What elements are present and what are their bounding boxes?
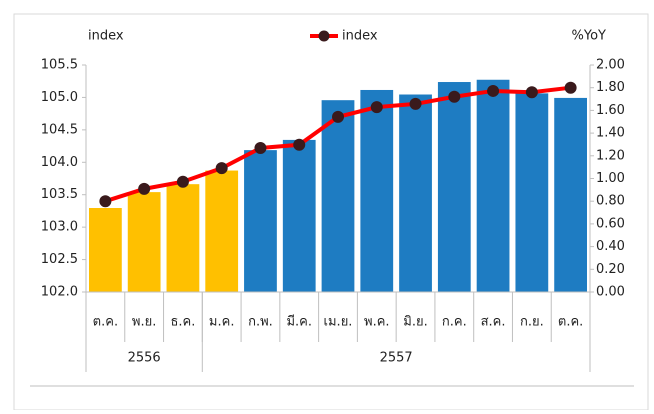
marker [487,84,500,97]
y-tick-label: 104.5 [41,122,78,137]
y2-tick-label: 1.80 [596,80,625,95]
x-tick-label: ก.ค. [442,315,467,330]
x-tick-label: พ.ค. [364,315,390,330]
y-tick-label: 104.0 [41,155,78,170]
y2-tick-label: 0.20 [596,262,625,277]
x-tick-label: ก.พ. [248,315,273,330]
bar [89,208,122,292]
bar [554,97,587,292]
group-label: 2556 [128,351,161,366]
bar [437,82,471,293]
y-tick-label: 105.5 [41,58,78,73]
bar [244,150,277,292]
bar [399,94,432,292]
marker [138,182,151,195]
y2-axis-title: %YoY [572,29,607,44]
y2-tick-label: 1.00 [596,171,625,186]
marker [448,90,461,103]
x-tick-label: ต.ค. [558,315,583,330]
y2-tick-label: 1.60 [596,103,625,118]
bar [205,170,239,292]
bar [360,89,394,292]
y-axis-title: index [88,29,124,44]
x-tick-label: ก.ย. [520,315,544,330]
marker [409,97,422,110]
y2-tick-label: 0.00 [596,285,625,300]
y-tick-label: 105.0 [41,90,78,105]
y2-tick-label: 1.40 [596,126,625,141]
y2-tick-label: 0.40 [596,239,625,254]
group-label: 2557 [380,351,413,366]
marker [525,86,538,99]
y-tick-label: 103.5 [41,187,78,202]
marker [215,162,228,175]
marker [332,110,344,123]
y-tick-label: 102.5 [41,252,78,267]
bar [166,184,200,292]
y2-tick-label: 0.80 [596,194,625,209]
x-tick-label: ม.ค. [209,315,235,330]
x-tick-label: เม.ย. [324,315,353,330]
x-tick-label: มิ.ย. [403,315,427,330]
x-tick-label: พ.ย. [132,315,156,330]
legend-marker [318,30,330,42]
marker [99,195,112,208]
y-tick-label: 103.0 [41,220,78,235]
y-tick-label: 102.0 [41,285,78,300]
x-tick-label: ธ.ค. [170,315,195,330]
marker [293,138,306,151]
marker [564,81,577,94]
marker [176,175,189,188]
bar [476,79,510,292]
marker [254,142,267,155]
x-tick-label: มี.ค. [286,314,312,330]
bar [127,192,161,292]
y2-tick-label: 1.20 [596,148,625,163]
legend-label: index [342,29,378,44]
x-tick-label: ส.ค. [481,315,506,330]
bar [282,139,316,292]
bar [321,100,355,292]
marker [370,101,383,114]
y2-tick-label: 2.00 [596,58,625,73]
y2-tick-label: 0.60 [596,216,625,231]
x-tick-label: ต.ค. [93,315,118,330]
bar [515,93,549,292]
